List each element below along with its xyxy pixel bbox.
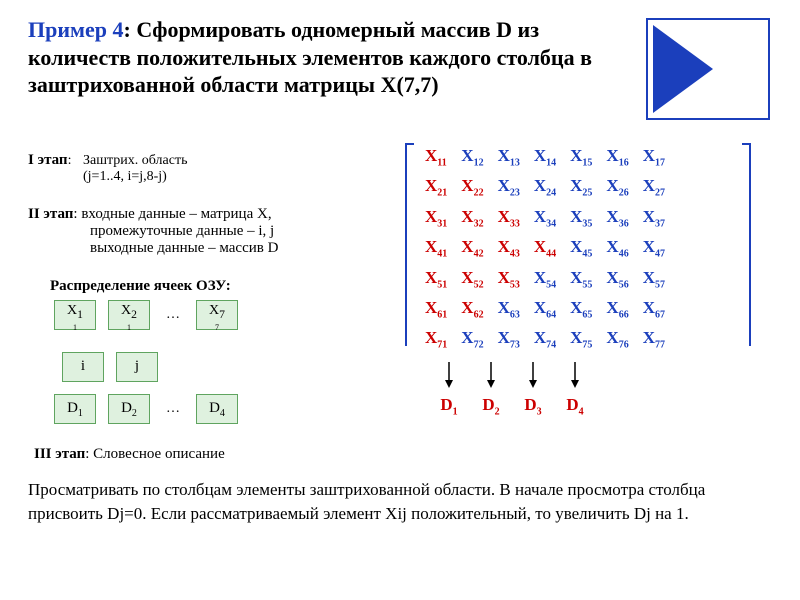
matrix-cell: X24: [527, 172, 563, 202]
matrix-cell: X71: [418, 324, 454, 354]
title-lead: Пример 4: [28, 17, 124, 42]
matrix-cell: X15: [563, 142, 599, 172]
stage1-line1: Заштрих. область: [83, 153, 187, 168]
d-arrows: D1D2D3D4: [428, 362, 596, 417]
matrix-cell: X34: [527, 203, 563, 233]
matrix-cell: X42: [454, 233, 490, 263]
matrix-cell: X22: [454, 172, 490, 202]
d-label: D3: [512, 395, 554, 417]
matrix-cell: X76: [599, 324, 635, 354]
ram-cell: X1 1: [54, 300, 96, 330]
matrix-cell: X45: [563, 233, 599, 263]
stage3-text: : Словесное описание: [85, 446, 224, 462]
matrix-cell: X16: [599, 142, 635, 172]
d-label: D2: [470, 395, 512, 417]
matrix-cell: X33: [491, 203, 527, 233]
dots: …: [162, 307, 184, 323]
matrix-table: X11X12X13X14X15X16X17X21X22X23X24X25X26X…: [418, 142, 672, 355]
d-label: D1: [428, 395, 470, 417]
matrix-cell: X67: [636, 294, 672, 324]
matrix-cell: X73: [491, 324, 527, 354]
stage3-label: III этап: [34, 446, 85, 462]
corner-triangle-icon: [646, 18, 770, 120]
stage-2: II этап: входные данные – матрица X, про…: [28, 206, 278, 257]
matrix-cell: X57: [636, 264, 672, 294]
matrix-cell: X25: [563, 172, 599, 202]
d-label: D4: [554, 395, 596, 417]
ram-row-1: X1 1 X2 1 … X7 7: [54, 300, 246, 330]
matrix-cell: X13: [491, 142, 527, 172]
ram-title: Распределение ячеек ОЗУ:: [50, 278, 231, 295]
matrix-cell: X41: [418, 233, 454, 263]
stage-3: III этап: Словесное описание: [34, 446, 225, 463]
matrix-cell: X37: [636, 203, 672, 233]
stage2-l3: выходные данные – массив D: [90, 240, 278, 256]
ram-cell: D1: [54, 394, 96, 424]
matrix-cell: X62: [454, 294, 490, 324]
matrix-cell: X35: [563, 203, 599, 233]
stage1-line2: (j=1..4, i=j,8-j): [83, 169, 167, 184]
title: Пример 4: Сформировать одномерный массив…: [28, 16, 628, 99]
matrix-cell: X23: [491, 172, 527, 202]
d-arrow-col: D1: [428, 362, 470, 417]
matrix-cell: X27: [636, 172, 672, 202]
matrix-cell: X55: [563, 264, 599, 294]
matrix-cell: X56: [599, 264, 635, 294]
matrix-cell: X26: [599, 172, 635, 202]
matrix-cell: X21: [418, 172, 454, 202]
matrix-cell: X52: [454, 264, 490, 294]
ram-cell: X2 1: [108, 300, 150, 330]
ram-cell: j: [116, 352, 158, 382]
matrix-cell: X47: [636, 233, 672, 263]
ram-cell: D4: [196, 394, 238, 424]
matrix-cell: X36: [599, 203, 635, 233]
matrix-cell: X31: [418, 203, 454, 233]
stage2-l2: промежуточные данные – i, j: [90, 223, 274, 239]
matrix-cell: X75: [563, 324, 599, 354]
matrix-cell: X54: [527, 264, 563, 294]
ram-cell: X7 7: [196, 300, 238, 330]
matrix-cell: X17: [636, 142, 672, 172]
matrix-cell: X46: [599, 233, 635, 263]
matrix-cell: X14: [527, 142, 563, 172]
down-arrow-icon: [443, 362, 455, 388]
matrix: X11X12X13X14X15X16X17X21X22X23X24X25X26X…: [418, 142, 672, 355]
matrix-cell: X53: [491, 264, 527, 294]
matrix-cell: X74: [527, 324, 563, 354]
stage2-label: II этап: [28, 206, 73, 222]
matrix-cell: X77: [636, 324, 672, 354]
matrix-cell: X72: [454, 324, 490, 354]
matrix-cell: X66: [599, 294, 635, 324]
matrix-cell: X32: [454, 203, 490, 233]
description-paragraph: Просматривать по столбцам элементы заштр…: [28, 478, 758, 526]
matrix-cell: X12: [454, 142, 490, 172]
matrix-cell: X61: [418, 294, 454, 324]
matrix-cell: X64: [527, 294, 563, 324]
matrix-cell: X11: [418, 142, 454, 172]
d-arrow-col: D4: [554, 362, 596, 417]
ram-row-3: D1 D2 … D4: [54, 394, 246, 424]
ram-cell: i: [62, 352, 104, 382]
ram-cell: D2: [108, 394, 150, 424]
matrix-cell: X51: [418, 264, 454, 294]
matrix-cell: X63: [491, 294, 527, 324]
matrix-cell: X65: [563, 294, 599, 324]
matrix-cell: X43: [491, 233, 527, 263]
stage1-label: I этап: [28, 152, 68, 168]
stage-1: I этап: Заштрих. область (j=1..4, i=j,8-…: [28, 152, 187, 185]
down-arrow-icon: [485, 362, 497, 388]
stage2-l1: : входные данные – матрица X,: [73, 206, 271, 222]
matrix-cell: X44: [527, 233, 563, 263]
down-arrow-icon: [527, 362, 539, 388]
down-arrow-icon: [569, 362, 581, 388]
ram-row-2: i j: [62, 352, 166, 382]
d-arrow-col: D2: [470, 362, 512, 417]
dots: …: [162, 401, 184, 417]
d-arrow-col: D3: [512, 362, 554, 417]
